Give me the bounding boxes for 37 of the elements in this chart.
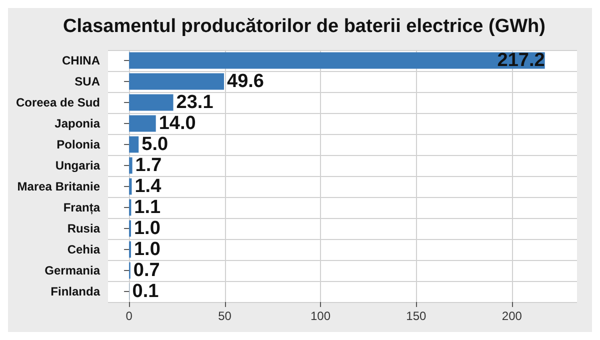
bar [129, 52, 545, 69]
data-label: 1.4 [134, 176, 162, 197]
y-tick-label: Finlanda [50, 284, 100, 298]
x-tick-label: 50 [218, 309, 232, 323]
y-tick-label: Coreea de Sud [16, 96, 100, 110]
y-tick-label: Rusia [67, 222, 100, 236]
y-tick-label: Germania [44, 264, 100, 278]
bar [129, 115, 156, 132]
bar [129, 73, 224, 90]
data-label: 14.0 [158, 113, 196, 134]
y-tick-label: SUA [74, 74, 100, 88]
bar [129, 178, 132, 195]
bar [129, 136, 139, 153]
y-tick-label: CHINA [62, 54, 100, 68]
x-tick-label: 150 [406, 309, 427, 323]
x-tick-label: 0 [126, 309, 133, 323]
y-tick-label: Japonia [54, 116, 100, 130]
data-label: 49.6 [227, 71, 264, 92]
bar [129, 157, 132, 174]
x-tick-label: 100 [310, 309, 331, 323]
data-label: 1.1 [134, 197, 162, 218]
chart-title: Clasamentul producătorilor de baterii electrice (GWh) [63, 16, 546, 37]
x-tick-label: 200 [502, 309, 522, 323]
y-tick-label: Cehia [67, 242, 100, 256]
y-tick-label: Ungaria [55, 158, 100, 172]
y-tick-label: Polonia [56, 138, 100, 152]
data-label: 217.2 [497, 50, 545, 71]
data-label: 23.1 [176, 92, 214, 113]
data-label: 1.0 [134, 218, 160, 239]
y-tick-label: Marea Britanie [17, 180, 100, 194]
y-tick-label: Franța [63, 200, 100, 214]
data-label: 0.7 [133, 260, 160, 281]
data-label: 0.1 [132, 281, 160, 302]
data-label: 1.7 [135, 155, 162, 176]
data-label: 1.0 [134, 239, 160, 260]
data-label: 5.0 [142, 134, 168, 155]
bar [129, 94, 174, 111]
